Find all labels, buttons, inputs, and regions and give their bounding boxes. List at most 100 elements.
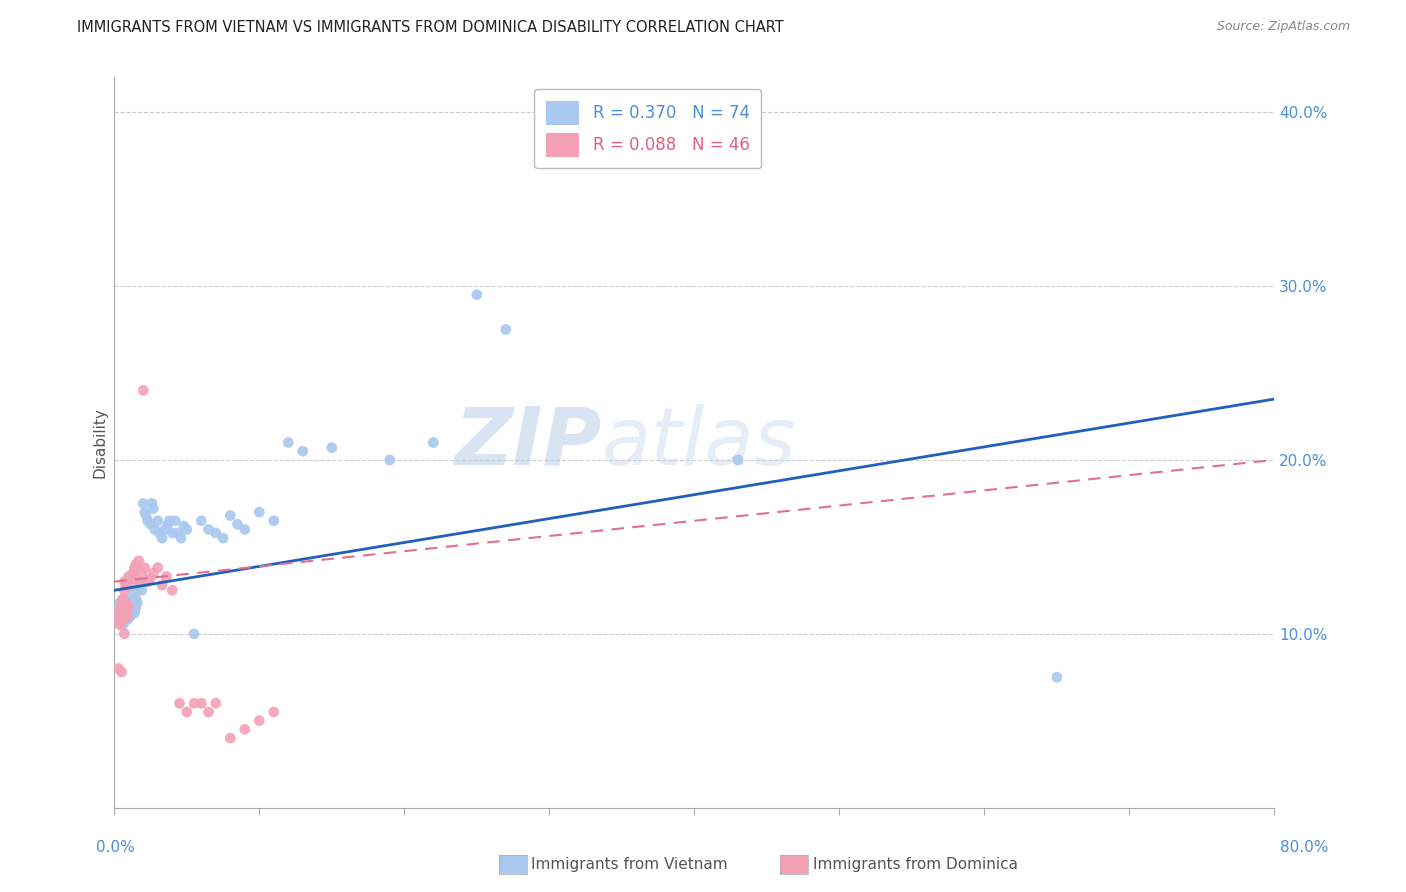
Point [115,599,138,613]
Point [146,514,169,528]
Point [122,592,145,607]
Point [136,514,159,528]
Point [111,592,134,607]
Point [110,595,132,609]
Point [219,508,242,523]
Point [111,613,134,627]
Point [111,618,134,632]
Point [108,606,131,620]
Point [112,574,135,589]
Point [465,287,488,301]
Point [122,566,145,580]
Point [110,665,132,679]
Point [127,595,149,609]
Legend: R = 0.370   N = 74, R = 0.088   N = 46: R = 0.370 N = 74, R = 0.088 N = 46 [534,89,762,169]
Point [162,583,184,598]
Point [125,600,148,615]
Point [190,696,212,710]
Point [226,517,249,532]
Point [142,566,165,580]
Point [124,606,146,620]
Point [118,569,141,583]
Point [134,505,156,519]
Point [204,696,226,710]
Point [422,435,444,450]
Text: Immigrants from Dominica: Immigrants from Dominica [813,857,1018,871]
Point [155,569,177,583]
Point [118,604,141,618]
Point [117,613,139,627]
Point [727,453,749,467]
Point [121,606,143,620]
Point [167,525,190,540]
Point [173,519,195,533]
Point [127,560,149,574]
Point [129,578,152,592]
Point [233,723,256,737]
Point [495,322,517,336]
Point [115,595,138,609]
Text: ZIP: ZIP [454,403,602,482]
Point [110,613,132,627]
Point [233,523,256,537]
Point [263,705,285,719]
Point [146,560,169,574]
Point [121,571,143,585]
Point [143,523,166,537]
Point [105,609,128,624]
Point [150,531,173,545]
Point [122,600,145,615]
Point [120,609,142,624]
Point [148,525,170,540]
Point [117,609,139,624]
Point [212,531,235,545]
Y-axis label: Disability: Disability [93,407,107,478]
Point [136,574,159,589]
Point [124,595,146,609]
Point [128,554,150,568]
Point [135,508,157,523]
Point [117,574,139,589]
Point [204,525,226,540]
Point [118,600,141,615]
Point [112,604,135,618]
Point [121,583,143,598]
Point [139,571,162,585]
Point [321,441,343,455]
Point [111,592,134,607]
Point [112,626,135,640]
Text: Immigrants from Vietnam: Immigrants from Vietnam [531,857,728,871]
Point [132,496,155,510]
Point [108,600,131,615]
Point [157,514,180,528]
Point [128,574,150,589]
Point [183,626,205,640]
Point [127,583,149,598]
Point [112,593,135,607]
Point [112,583,135,598]
Point [110,600,132,615]
Point [108,618,131,632]
Point [197,523,219,537]
Point [118,592,141,607]
Point [120,599,142,613]
Point [190,514,212,528]
Point [115,609,138,624]
Point [139,517,162,532]
Point [176,705,198,719]
Point [150,578,173,592]
Point [107,600,129,615]
Point [197,705,219,719]
Point [162,525,184,540]
Point [115,578,138,592]
Point [170,531,193,545]
Point [156,517,179,532]
Point [118,600,141,615]
Point [117,606,139,620]
Point [219,731,242,745]
Point [125,592,148,607]
Point [111,606,134,620]
Point [169,696,191,710]
Point [107,661,129,675]
Point [176,523,198,537]
